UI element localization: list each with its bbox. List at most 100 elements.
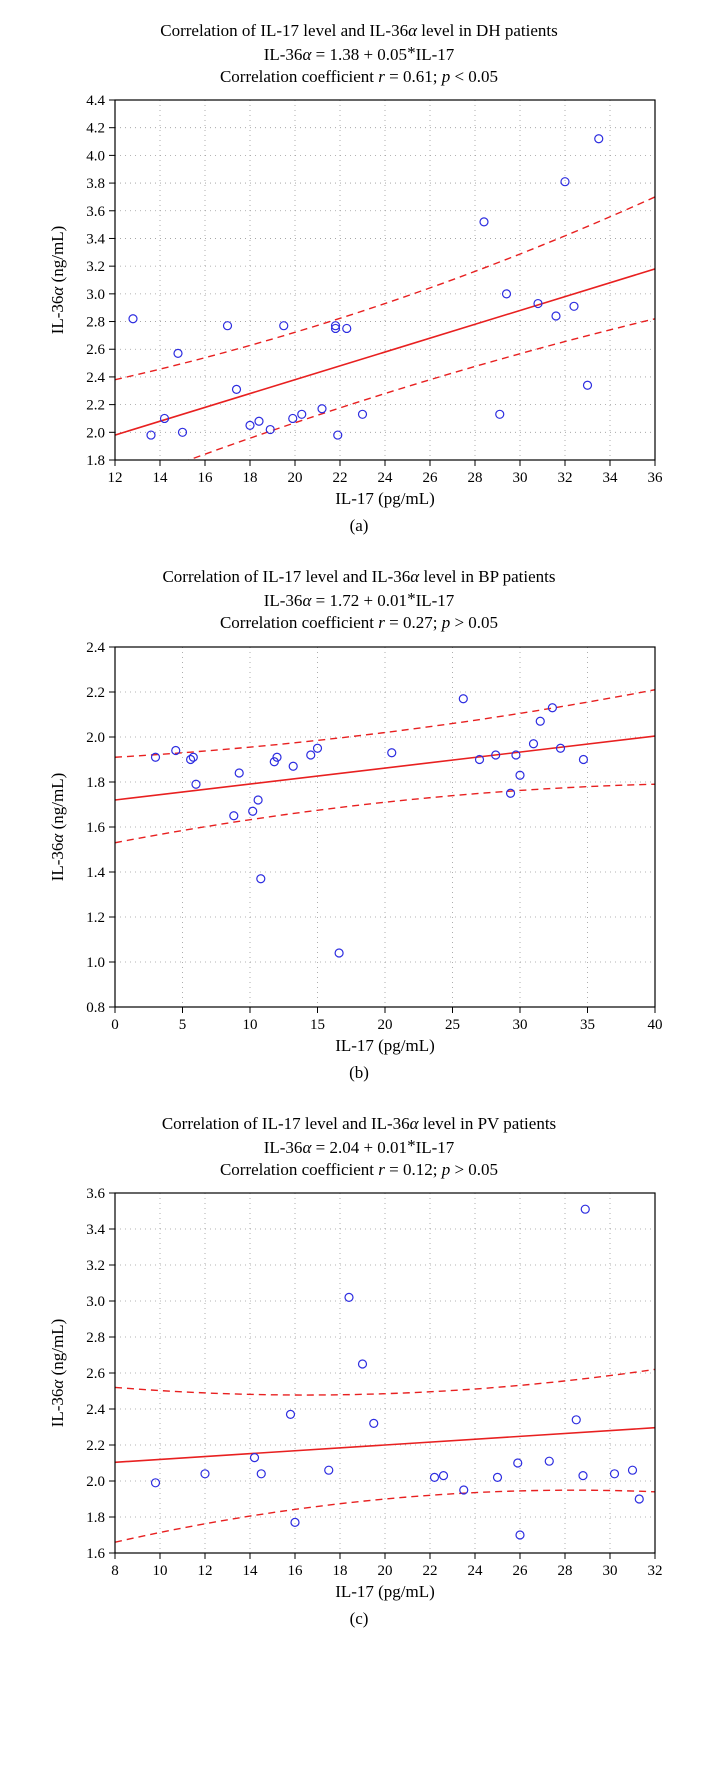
y-tick-label: 1.8 xyxy=(86,775,105,791)
x-tick-label: 14 xyxy=(243,1563,259,1579)
y-tick-label: 3.2 xyxy=(86,259,105,275)
x-axis-label: IL-17 (pg/mL) xyxy=(335,489,435,508)
title-line: IL-36α = 1.72 + 0.01*IL-17 xyxy=(10,588,708,612)
title-line: Correlation of IL-17 level and IL-36α le… xyxy=(10,566,708,588)
y-tick-label: 2.6 xyxy=(86,343,105,359)
y-tick-label: 4.4 xyxy=(86,93,105,109)
x-tick-label: 16 xyxy=(288,1563,304,1579)
y-tick-label: 1.8 xyxy=(86,1510,105,1526)
y-tick-label: 3.0 xyxy=(86,1294,105,1310)
y-tick-label: 2.8 xyxy=(86,1330,105,1346)
x-tick-label: 5 xyxy=(179,1017,187,1033)
y-axis-label: IL-36α (ng/mL) xyxy=(48,226,67,335)
y-tick-label: 4.2 xyxy=(86,121,105,137)
y-tick-label: 1.6 xyxy=(86,1546,105,1562)
x-tick-label: 36 xyxy=(648,470,664,486)
y-tick-label: 2.2 xyxy=(86,1438,105,1454)
title-line: IL-36α = 1.38 + 0.05*IL-17 xyxy=(10,42,708,66)
panel-sublabel: (a) xyxy=(10,516,708,536)
chart-area: 12 14 16 18 20 22 24 26 28 30 32 34 36 1.8 2.0 2.2 2.4 2.… xyxy=(39,90,679,510)
x-tick-label: 28 xyxy=(468,470,483,486)
x-tick-label: 30 xyxy=(513,470,528,486)
x-tick-label: 18 xyxy=(333,1563,348,1579)
scatter-plot: 8 10 12 14 16 18 20 22 24 26 28 30 32 1.6 1.8 2.0 2.2 2.4… xyxy=(39,1183,679,1603)
title-line: Correlation coefficient r = 0.61; p < 0.… xyxy=(10,66,708,88)
y-tick-label: 2.0 xyxy=(86,730,105,746)
x-tick-label: 24 xyxy=(468,1563,484,1579)
title-line: Correlation coefficient r = 0.12; p > 0.… xyxy=(10,1159,708,1181)
x-tick-label: 22 xyxy=(423,1563,438,1579)
y-tick-label: 2.2 xyxy=(86,398,105,414)
title-line: Correlation of IL-17 level and IL-36α le… xyxy=(10,1113,708,1135)
y-tick-label: 2.4 xyxy=(86,1402,105,1418)
x-axis-label: IL-17 (pg/mL) xyxy=(335,1036,435,1055)
y-tick-label: 1.0 xyxy=(86,955,105,971)
chart-title: Correlation of IL-17 level and IL-36α le… xyxy=(10,566,708,634)
chart-area: 8 10 12 14 16 18 20 22 24 26 28 30 32 1.6 1.8 2.0 2.2 2.4… xyxy=(39,1183,679,1603)
y-tick-label: 3.2 xyxy=(86,1258,105,1274)
y-tick-label: 3.0 xyxy=(86,287,105,303)
x-tick-label: 28 xyxy=(558,1563,573,1579)
x-tick-label: 32 xyxy=(648,1563,663,1579)
x-tick-label: 8 xyxy=(111,1563,119,1579)
x-tick-label: 24 xyxy=(378,470,394,486)
x-tick-label: 10 xyxy=(153,1563,168,1579)
x-tick-label: 12 xyxy=(108,470,123,486)
y-tick-label: 2.0 xyxy=(86,1474,105,1490)
x-tick-label: 10 xyxy=(243,1017,258,1033)
scatter-plot: 12 14 16 18 20 22 24 26 28 30 32 34 36 1.8 2.0 2.2 2.4 2.… xyxy=(39,90,679,510)
x-tick-label: 18 xyxy=(243,470,258,486)
y-tick-label: 3.4 xyxy=(86,1222,105,1238)
y-tick-label: 2.6 xyxy=(86,1366,105,1382)
y-tick-label: 1.2 xyxy=(86,910,105,926)
x-tick-label: 35 xyxy=(580,1017,595,1033)
x-tick-label: 22 xyxy=(333,470,348,486)
x-tick-label: 15 xyxy=(310,1017,325,1033)
y-tick-label: 3.8 xyxy=(86,176,105,192)
y-tick-label: 0.8 xyxy=(86,1000,105,1016)
x-tick-label: 32 xyxy=(558,470,573,486)
x-tick-label: 20 xyxy=(378,1017,393,1033)
x-tick-label: 14 xyxy=(153,470,169,486)
y-tick-label: 2.8 xyxy=(86,315,105,331)
title-line: Correlation coefficient r = 0.27; p > 0.… xyxy=(10,612,708,634)
y-tick-label: 2.4 xyxy=(86,640,105,656)
x-tick-label: 26 xyxy=(513,1563,529,1579)
chart-title: Correlation of IL-17 level and IL-36α le… xyxy=(10,1113,708,1181)
y-tick-label: 1.8 xyxy=(86,453,105,469)
y-tick-label: 3.6 xyxy=(86,1186,105,1202)
x-tick-label: 26 xyxy=(423,470,439,486)
title-line: IL-36α = 2.04 + 0.01*IL-17 xyxy=(10,1135,708,1159)
x-tick-label: 25 xyxy=(445,1017,460,1033)
y-tick-label: 3.4 xyxy=(86,232,105,248)
scatter-plot: 0 5 10 15 20 25 30 35 40 0.8 1.0 1.2 1.4 1.6 1.8 2.0 2.2… xyxy=(39,637,679,1057)
panel-c: Correlation of IL-17 level and IL-36α le… xyxy=(10,1113,708,1629)
panel-a: Correlation of IL-17 level and IL-36α le… xyxy=(10,20,708,536)
y-tick-label: 1.4 xyxy=(86,865,105,881)
x-tick-label: 30 xyxy=(513,1017,528,1033)
y-axis-label: IL-36α (ng/mL) xyxy=(48,1319,67,1428)
panel-sublabel: (c) xyxy=(10,1609,708,1629)
chart-area: 0 5 10 15 20 25 30 35 40 0.8 1.0 1.2 1.4 1.6 1.8 2.0 2.2… xyxy=(39,637,679,1057)
x-axis-label: IL-17 (pg/mL) xyxy=(335,1582,435,1601)
panel-sublabel: (b) xyxy=(10,1063,708,1083)
y-tick-label: 4.0 xyxy=(86,149,105,165)
x-tick-label: 20 xyxy=(288,470,303,486)
y-tick-label: 1.6 xyxy=(86,820,105,836)
x-tick-label: 30 xyxy=(603,1563,618,1579)
x-tick-label: 40 xyxy=(648,1017,663,1033)
figure: Correlation of IL-17 level and IL-36α le… xyxy=(10,20,708,1629)
y-tick-label: 3.6 xyxy=(86,204,105,220)
panel-b: Correlation of IL-17 level and IL-36α le… xyxy=(10,566,708,1082)
title-line: Correlation of IL-17 level and IL-36α le… xyxy=(10,20,708,42)
x-tick-label: 0 xyxy=(111,1017,119,1033)
y-axis-label: IL-36α (ng/mL) xyxy=(48,772,67,881)
x-tick-label: 12 xyxy=(198,1563,213,1579)
x-tick-label: 16 xyxy=(198,470,214,486)
x-tick-label: 34 xyxy=(603,470,619,486)
y-tick-label: 2.4 xyxy=(86,370,105,386)
y-tick-label: 2.0 xyxy=(86,426,105,442)
chart-title: Correlation of IL-17 level and IL-36α le… xyxy=(10,20,708,88)
x-tick-label: 20 xyxy=(378,1563,393,1579)
y-tick-label: 2.2 xyxy=(86,685,105,701)
